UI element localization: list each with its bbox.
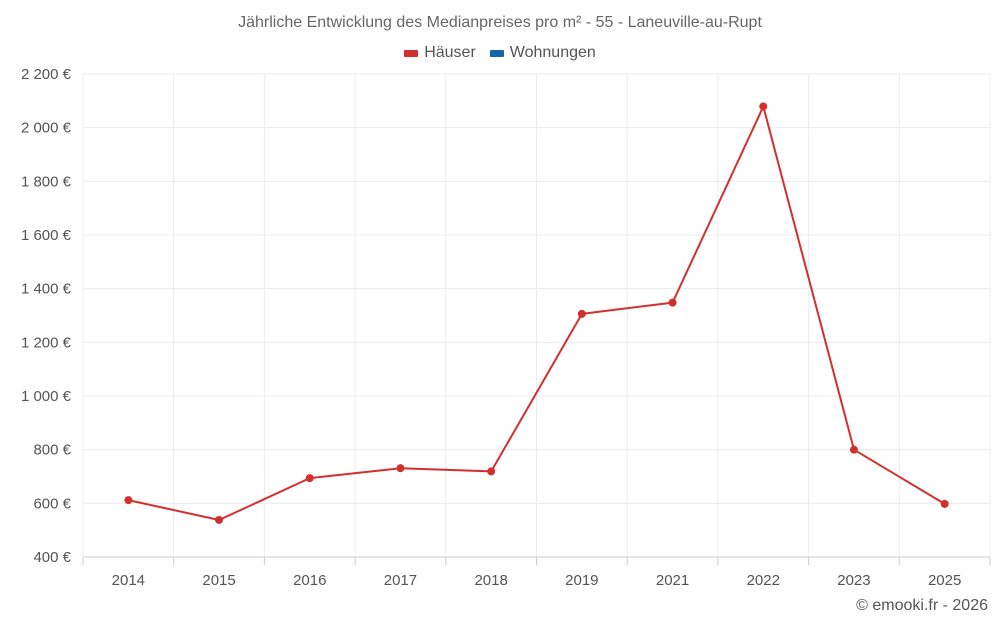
- data-point: [305, 474, 314, 483]
- legend-swatch-houses: [404, 49, 419, 57]
- y-tick-label: 1 600 €: [21, 227, 72, 244]
- legend-swatch-apartments: [489, 49, 504, 57]
- data-point: [759, 102, 768, 111]
- x-tick-label: 2025: [928, 572, 961, 589]
- x-tick-label: 2023: [837, 572, 870, 589]
- x-tick-label: 2016: [293, 572, 326, 589]
- y-tick-label: 1 200 €: [21, 334, 72, 351]
- legend-item-houses[interactable]: Häuser: [404, 44, 476, 62]
- x-tick-label: 2019: [565, 572, 598, 589]
- data-point: [849, 445, 858, 454]
- series-line-houses: [128, 105, 946, 521]
- chart-legend: Häuser Wohnungen: [0, 44, 1000, 62]
- x-tick-label: 2022: [747, 572, 780, 589]
- credit-text: © emooki.fr - 2026: [856, 597, 988, 614]
- x-tick-label: 2015: [202, 572, 235, 589]
- x-tick-label: 2018: [474, 572, 507, 589]
- y-tick-label: 1 400 €: [21, 281, 72, 298]
- data-point: [487, 467, 496, 476]
- legend-label-houses: Häuser: [424, 44, 476, 61]
- y-tick-label: 2 000 €: [21, 120, 72, 137]
- legend-label-apartments: Wohnungen: [509, 44, 596, 61]
- y-tick-label: 1 000 €: [21, 388, 72, 405]
- y-tick-label: 2 200 €: [21, 66, 72, 83]
- x-tick-label: 2021: [656, 572, 689, 589]
- chart-title: Jährliche Entwicklung des Medianpreises …: [238, 14, 762, 31]
- y-tick-label: 400 €: [33, 549, 71, 566]
- y-tick-label: 800 €: [33, 442, 71, 459]
- data-point: [396, 464, 405, 473]
- data-point: [215, 515, 224, 524]
- legend-item-apartments[interactable]: Wohnungen: [489, 44, 596, 62]
- data-point: [940, 499, 949, 508]
- data-point: [668, 298, 677, 307]
- y-tick-label: 600 €: [33, 495, 71, 512]
- x-tick-label: 2017: [384, 572, 417, 589]
- data-point: [577, 309, 586, 318]
- x-tick-label: 2014: [112, 572, 145, 589]
- data-point: [124, 496, 133, 505]
- y-tick-label: 1 800 €: [21, 173, 72, 190]
